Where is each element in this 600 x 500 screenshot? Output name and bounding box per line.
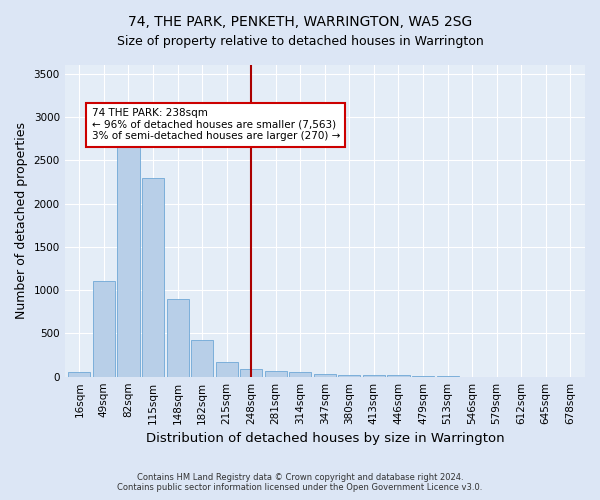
Bar [215, 362, 238, 376]
Y-axis label: Number of detached properties: Number of detached properties [15, 122, 28, 320]
Bar [191, 340, 213, 376]
Text: Contains HM Land Registry data © Crown copyright and database right 2024.
Contai: Contains HM Land Registry data © Crown c… [118, 473, 482, 492]
Bar [68, 372, 91, 376]
Bar [240, 369, 262, 376]
Bar [118, 138, 140, 376]
Bar [338, 374, 361, 376]
X-axis label: Distribution of detached houses by size in Warrington: Distribution of detached houses by size … [146, 432, 504, 445]
Bar [93, 282, 115, 376]
Bar [142, 178, 164, 376]
Text: 74 THE PARK: 238sqm
← 96% of detached houses are smaller (7,563)
3% of semi-deta: 74 THE PARK: 238sqm ← 96% of detached ho… [92, 108, 340, 142]
Bar [289, 372, 311, 376]
Bar [265, 372, 287, 376]
Bar [167, 299, 188, 376]
Bar [314, 374, 336, 376]
Text: Size of property relative to detached houses in Warrington: Size of property relative to detached ho… [116, 35, 484, 48]
Text: 74, THE PARK, PENKETH, WARRINGTON, WA5 2SG: 74, THE PARK, PENKETH, WARRINGTON, WA5 2… [128, 15, 472, 29]
Bar [363, 375, 385, 376]
